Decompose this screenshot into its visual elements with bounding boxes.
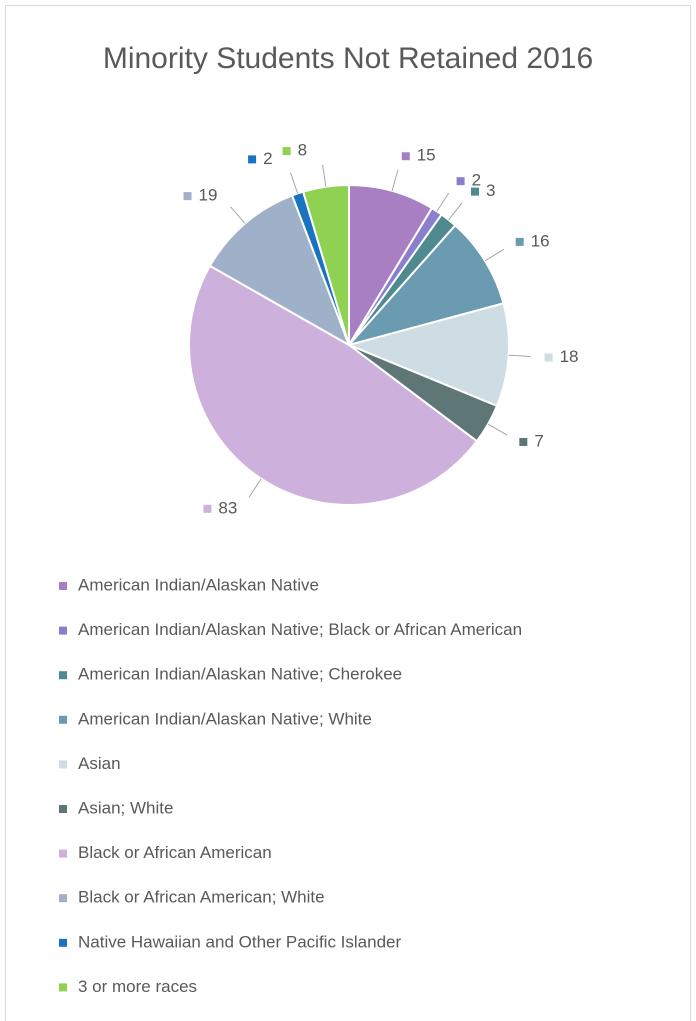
pie-slice — [301, 183, 350, 346]
label-key — [248, 155, 257, 164]
label-key — [544, 353, 553, 362]
legend-label: Asian — [78, 754, 121, 773]
legend-key — [59, 626, 67, 635]
legend-label: American Indian/Alaskan Native; White — [78, 709, 372, 728]
chart-title: Minority Students Not Retained 2016 — [102, 42, 594, 75]
legend-key — [59, 760, 67, 769]
pie-slice — [348, 183, 434, 349]
data-label: 2 — [263, 149, 272, 168]
legend-key — [59, 582, 67, 590]
legend-key — [59, 894, 67, 903]
data-label: 7 — [534, 431, 543, 450]
legend-label: Native Hawaiian and Other Pacific Island… — [78, 932, 401, 951]
legend-label: American Indian/Alaskan Native; Cherokee — [78, 665, 402, 684]
data-label: 19 — [199, 186, 218, 205]
legend-key — [59, 805, 67, 813]
legend-key — [59, 671, 67, 680]
label-key — [471, 187, 480, 196]
label-key — [401, 152, 410, 161]
leader-line — [322, 164, 327, 187]
legend-label: Asian; White — [78, 798, 173, 817]
leader-line — [248, 478, 262, 498]
legend-label: Black or African American; White — [78, 888, 325, 907]
data-label: 8 — [298, 141, 307, 160]
data-label: 18 — [560, 347, 579, 366]
pie-slice — [208, 194, 351, 348]
data-label: 83 — [218, 498, 237, 517]
label-key — [519, 437, 528, 446]
leader-line — [230, 206, 246, 224]
leader-line — [448, 202, 463, 221]
legend-label: 3 or more races — [78, 977, 197, 996]
leader-line — [487, 423, 508, 436]
leader-line — [484, 248, 505, 262]
chart-border — [5, 5, 691, 1021]
legend-key — [59, 938, 67, 947]
label-key — [183, 192, 192, 201]
data-label: 15 — [417, 146, 436, 165]
legend-label: American Indian/Alaskan Native — [78, 575, 319, 594]
leader-line — [290, 172, 299, 194]
label-key — [282, 147, 291, 156]
label-key — [515, 237, 524, 246]
legend-key — [59, 849, 67, 858]
data-label: 3 — [486, 181, 495, 200]
pie-slice — [345, 302, 510, 408]
label-key — [456, 177, 465, 186]
legend-label: American Indian/Alaskan Native; Black or… — [78, 620, 522, 639]
legend-key — [59, 715, 67, 724]
label-key — [203, 504, 212, 513]
legend-label: Black or African American — [78, 843, 272, 862]
pie-slice — [346, 223, 505, 347]
legend-key — [59, 983, 67, 992]
leader-line — [391, 169, 399, 192]
leader-line — [436, 192, 450, 212]
leader-line — [508, 354, 531, 358]
data-label: 16 — [531, 231, 550, 250]
data-label: 2 — [472, 171, 481, 190]
